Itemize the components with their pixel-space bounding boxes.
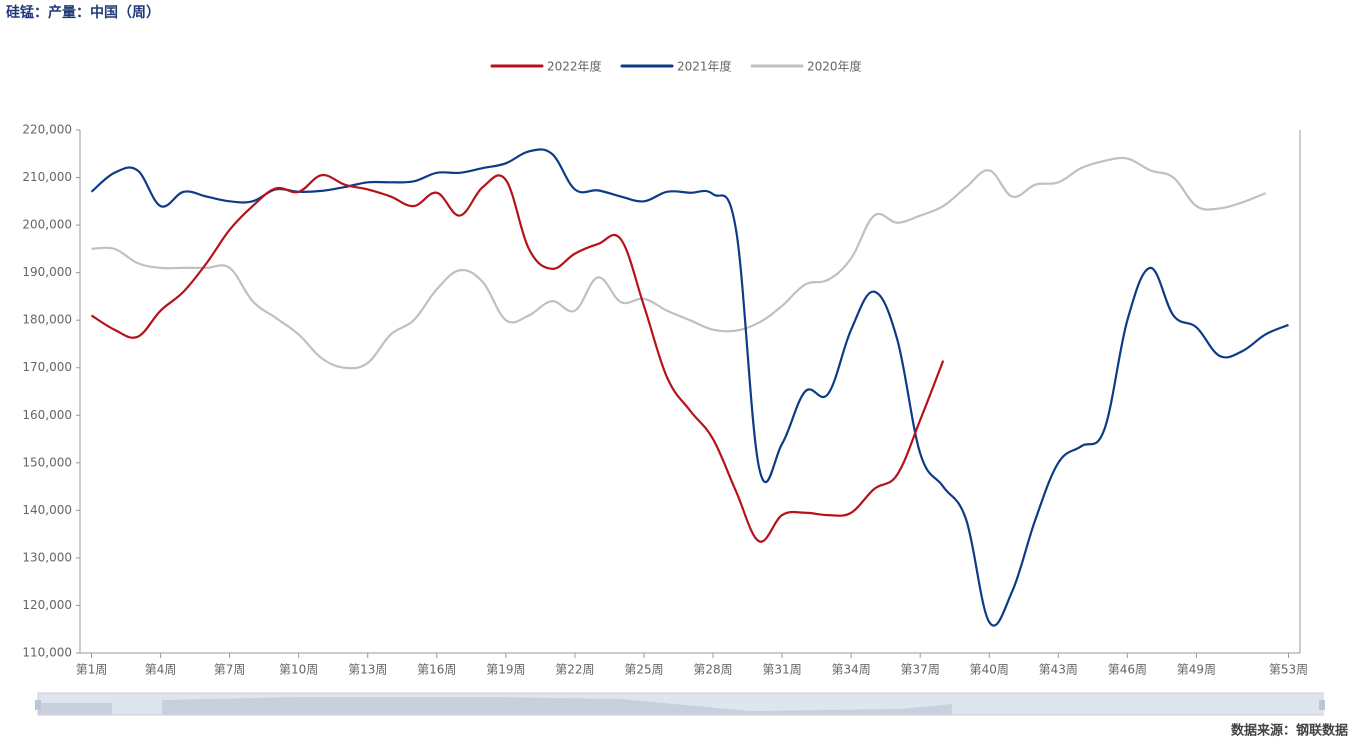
y-tick-label: 210,000 — [22, 170, 72, 184]
y-tick-label: 220,000 — [22, 123, 72, 137]
x-tick-label: 第25周 — [624, 663, 663, 677]
x-tick-label: 第28周 — [693, 663, 732, 677]
zoom-preview — [38, 697, 952, 715]
legend-label: 2022年度 — [547, 59, 602, 74]
x-tick-label: 第22周 — [555, 663, 594, 677]
y-tick-label: 180,000 — [22, 313, 72, 327]
y-tick-label: 120,000 — [22, 598, 72, 612]
y-tick-label: 190,000 — [22, 265, 72, 279]
x-tick-label: 第10周 — [279, 663, 318, 677]
y-tick-label: 130,000 — [22, 550, 72, 564]
zoom-handle[interactable] — [1319, 700, 1325, 710]
x-tick-label: 第53周 — [1269, 663, 1308, 677]
x-tick-label: 第19周 — [486, 663, 525, 677]
x-tick-label: 第16周 — [417, 663, 456, 677]
y-tick-label: 160,000 — [22, 408, 72, 422]
x-tick-label: 第7周 — [214, 663, 246, 677]
legend-item: 2020年度 — [750, 59, 862, 74]
x-tick-label: 第43周 — [1039, 663, 1078, 677]
x-tick-label: 第34周 — [831, 663, 870, 677]
x-tick-label: 第40周 — [970, 663, 1009, 677]
x-tick-label: 第31周 — [762, 663, 801, 677]
y-tick-label: 150,000 — [22, 455, 72, 469]
x-tick-label: 第46周 — [1108, 663, 1147, 677]
line-series — [90, 174, 945, 543]
y-tick-label: 170,000 — [22, 360, 72, 374]
x-tick-label: 第49周 — [1177, 663, 1216, 677]
x-tick-label: 第4周 — [145, 663, 177, 677]
legend-label: 2020年度 — [807, 59, 862, 74]
chart-title: 硅锰：产量：中国（周） — [6, 4, 160, 21]
y-tick-label: 140,000 — [22, 503, 72, 517]
legend-item: 2022年度 — [490, 59, 602, 74]
legend-label: 2021年度 — [677, 59, 732, 74]
y-tick-label: 110,000 — [22, 646, 72, 660]
line-series — [90, 148, 1289, 627]
x-tick-label: 第1周 — [76, 663, 108, 677]
x-tick-label: 第13周 — [348, 663, 387, 677]
source-note: 数据来源：钢联数据 — [1231, 723, 1348, 739]
line-series — [91, 156, 1266, 370]
legend-item: 2021年度 — [620, 59, 732, 74]
y-tick-label: 200,000 — [22, 218, 72, 232]
zoom-handle[interactable] — [35, 700, 41, 710]
data-zoom[interactable] — [35, 692, 1325, 716]
x-tick-label: 第37周 — [901, 663, 940, 677]
